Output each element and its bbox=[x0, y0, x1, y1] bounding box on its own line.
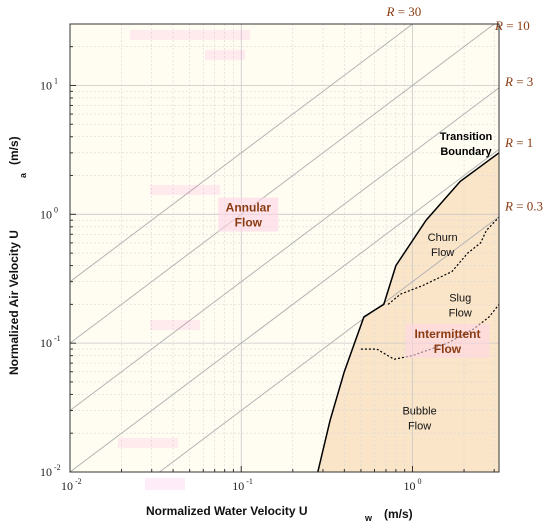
faint-overlay-mark-2 bbox=[205, 50, 245, 60]
region-label-slug-line1: Slug bbox=[449, 293, 471, 305]
ratio-label-0_3: R = 0.3 bbox=[504, 199, 543, 214]
plot-background bbox=[70, 24, 499, 473]
region-labels: AnnularFlowChurnFlowSlugFlowIntermittent… bbox=[218, 197, 490, 432]
region-highlight-annular bbox=[218, 197, 279, 232]
dotted-boundary-1 bbox=[387, 216, 499, 305]
tick-labels: 10 -2 10 -1 10 0 10 -2 10 -1 10 0 10 1 bbox=[40, 76, 421, 493]
plot-frame bbox=[69, 23, 500, 473]
faint-overlay-mark-6 bbox=[145, 478, 185, 490]
transition-boundary-label-line2: Boundary bbox=[440, 146, 492, 158]
ratio-line-0_3 bbox=[158, 216, 499, 472]
ratio-labels: R = 30 R = 10 R = 3 R = 1 R = 0.3 bbox=[385, 4, 543, 214]
intermittent-region-fill bbox=[317, 152, 499, 473]
x-tick-label: 10 -2 bbox=[61, 477, 82, 493]
ratio-label-3: R = 3 bbox=[504, 74, 533, 89]
region-label-bubble-line2: Flow bbox=[408, 420, 431, 432]
region-label-churn-line1: Churn bbox=[428, 232, 458, 244]
region-label-churn-line2: Flow bbox=[431, 247, 454, 259]
transition-boundary-label-line1: Transition bbox=[440, 131, 493, 143]
region-label-annular-line2: Flow bbox=[235, 216, 263, 230]
y-tick-label: 10 1 bbox=[40, 76, 58, 92]
y-axis-label: Normalized Air Velocity U bbox=[7, 230, 21, 375]
transition-boundary-line bbox=[317, 152, 499, 472]
region-label-bubble-line1: Bubble bbox=[402, 405, 436, 417]
faint-overlay-labels bbox=[118, 30, 250, 490]
ratio-label-1: R = 1 bbox=[504, 135, 533, 150]
y-tick-label: 10 -1 bbox=[40, 334, 61, 350]
y-axis-unit: (m/s) bbox=[7, 136, 21, 165]
grid bbox=[70, 24, 499, 472]
region-highlight-intermittent bbox=[405, 323, 490, 358]
y-tick-label: 10 -2 bbox=[40, 463, 61, 479]
axes bbox=[69, 23, 500, 473]
x-axis-label: Normalized Water Velocity U bbox=[146, 504, 308, 518]
faint-overlay-mark-5 bbox=[118, 438, 178, 448]
region-label-intermittent-line1: Intermittent bbox=[414, 327, 480, 341]
ratio-lines bbox=[70, 24, 499, 472]
ratio-label-30: R = 30 bbox=[385, 4, 421, 19]
ratio-line-1 bbox=[70, 148, 499, 472]
faint-overlay-mark-3 bbox=[150, 185, 220, 195]
region-label-slug-line2: Flow bbox=[449, 308, 472, 320]
x-tick-label: 10 -1 bbox=[232, 477, 253, 493]
x-axis-subscript: w bbox=[364, 513, 373, 523]
faint-overlay-mark-1 bbox=[130, 30, 250, 40]
x-axis-unit: (m/s) bbox=[384, 507, 413, 521]
y-tick-label: 10 0 bbox=[40, 205, 58, 221]
x-tick-label: 10 0 bbox=[403, 477, 421, 493]
ratio-line-30 bbox=[70, 24, 414, 283]
faint-overlay-mark-4 bbox=[150, 320, 200, 330]
ratio-line-10 bbox=[70, 24, 496, 344]
ratio-label-10: R = 10 bbox=[494, 18, 530, 33]
ratio-line-3 bbox=[70, 87, 499, 411]
region-label-annular-line1: Annular bbox=[226, 201, 272, 215]
region-label-intermittent-line2: Flow bbox=[434, 342, 462, 356]
y-axis-subscript: a bbox=[18, 172, 28, 178]
